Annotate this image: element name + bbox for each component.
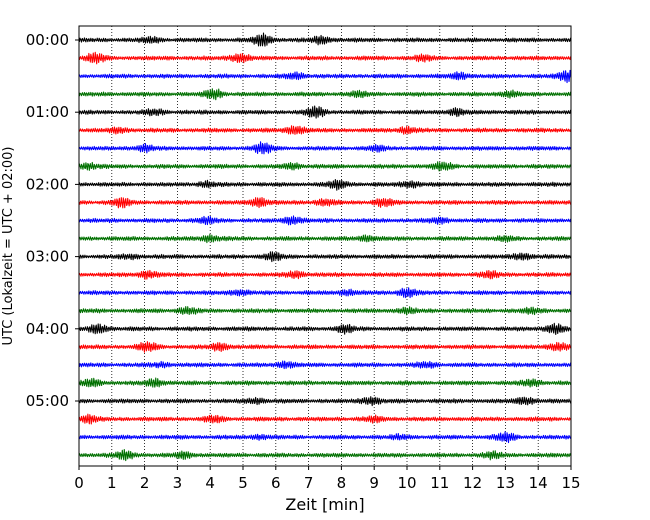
x-tick-label: 13: [496, 474, 515, 492]
trace-0230: [78, 215, 572, 226]
trace-0415: [78, 341, 572, 353]
trace-0015: [78, 51, 572, 65]
x-tick-label: 5: [238, 474, 248, 492]
trace-0330: [78, 287, 572, 299]
trace-0300: [78, 251, 572, 263]
x-tick-label: 3: [173, 474, 183, 492]
x-tick-label: 6: [271, 474, 281, 492]
trace-0345: [78, 306, 572, 316]
y-tick-label: 02:00: [26, 175, 69, 193]
x-tick-label: 4: [205, 474, 215, 492]
trace-0545: [78, 449, 572, 462]
trace-0245: [78, 233, 572, 244]
y-axis-label: UTC (Lokalzeit = UTC + 02:00): [1, 147, 16, 346]
x-tick-label: 12: [463, 474, 482, 492]
trace-0045: [78, 88, 572, 101]
trace-layer: [78, 32, 572, 462]
trace-0145: [78, 161, 572, 172]
trace-0115: [78, 125, 572, 135]
y-tick-label: 04:00: [26, 320, 69, 338]
trace-0215: [78, 196, 572, 209]
trace-0100: [78, 105, 572, 119]
y-tick-label: 01:00: [26, 103, 69, 121]
trace-0445: [78, 377, 572, 388]
x-tick-label: 0: [74, 474, 84, 492]
y-tick-label: 05:00: [26, 392, 69, 410]
trace-0500: [78, 396, 572, 407]
y-tick-label: 03:00: [26, 248, 69, 266]
trace-0030: [78, 69, 572, 84]
trace-0130: [78, 141, 572, 155]
x-tick-label: 9: [369, 474, 379, 492]
trace-0430: [78, 360, 572, 370]
plot-frame: [78, 25, 572, 467]
trace-0315: [78, 269, 572, 280]
x-tick-label: 8: [337, 474, 347, 492]
trace-0530: [78, 431, 572, 444]
x-tick-label: 2: [140, 474, 150, 492]
x-tick-label: 1: [107, 474, 117, 492]
x-tick-label: 7: [304, 474, 314, 492]
x-tick-label: 14: [529, 474, 548, 492]
trace-0000: [78, 32, 572, 47]
y-tick-label: 00:00: [26, 31, 69, 49]
x-tick-label: 11: [430, 474, 449, 492]
trace-0200: [78, 178, 572, 191]
trace-0515: [78, 413, 572, 425]
grid-layer: [111, 26, 539, 466]
x-tick-label: 10: [397, 474, 416, 492]
trace-0400: [78, 322, 572, 336]
x-tick-label: 15: [561, 474, 580, 492]
tick-layer: 0 1 2 3 4 5 6 7 8 9 10 11 12 13 14 1500:0001:0002:0003:…: [26, 31, 581, 492]
x-axis-label: Zeit [min]: [285, 495, 364, 514]
